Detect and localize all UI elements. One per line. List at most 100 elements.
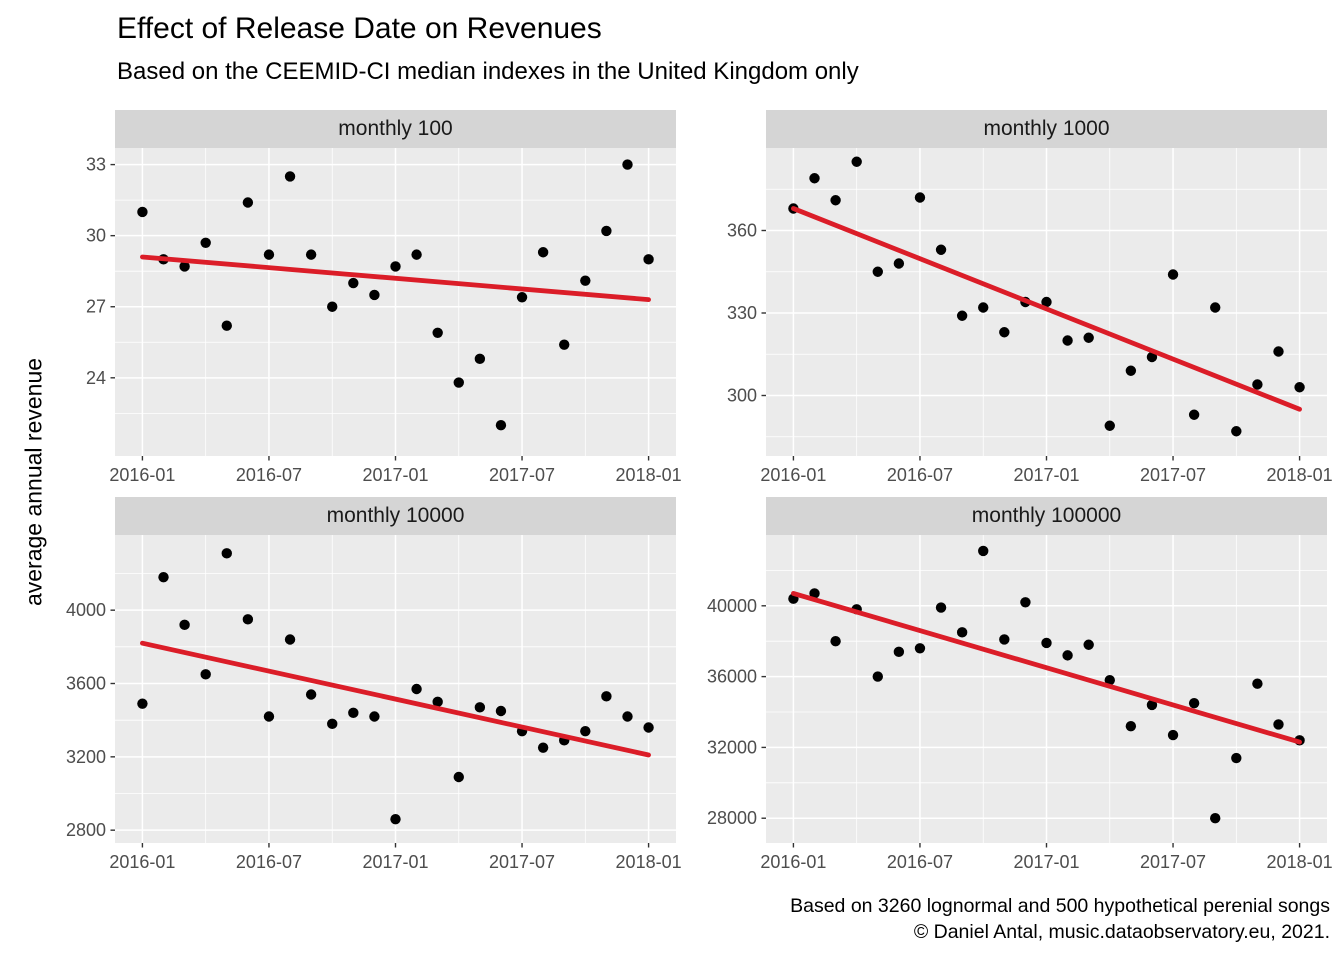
data-point — [935, 602, 947, 613]
facet-strip: monthly 1000 — [766, 110, 1327, 148]
data-point — [263, 711, 275, 722]
data-point — [495, 420, 507, 431]
data-point — [830, 195, 841, 206]
y-tick-label: 28000 — [707, 808, 757, 828]
data-point — [809, 588, 820, 599]
data-point — [305, 249, 317, 260]
x-axis: 2016-01 2016-07 2017-01 2017-07 2018-01 — [109, 456, 682, 485]
y-axis: 2800 3200 3600 4000 — [66, 600, 115, 840]
y-axis: 24 27 30 33 — [86, 155, 115, 388]
data-point — [1041, 637, 1052, 649]
data-point — [348, 277, 359, 289]
data-point — [221, 320, 232, 331]
x-tick-label: 2017-01 — [362, 465, 428, 485]
x-tick-label: 2018-01 — [1267, 465, 1333, 485]
page-title: Effect of Release Date on Revenues — [117, 12, 602, 45]
caption-line-2: © Daniel Antal, music.dataobservatory.eu… — [913, 921, 1330, 943]
data-point — [1146, 699, 1158, 711]
y-tick-label: 40000 — [707, 596, 757, 616]
data-point — [1062, 650, 1073, 661]
x-tick-label: 2017-07 — [489, 852, 555, 872]
data-point — [453, 771, 464, 783]
data-point — [830, 636, 841, 647]
major-gridlines — [115, 535, 676, 843]
data-point — [221, 548, 232, 559]
data-point — [559, 339, 570, 350]
data-point — [1231, 426, 1242, 437]
data-point — [453, 377, 464, 388]
minor-gridlines — [766, 535, 1327, 843]
y-tick-label: 3200 — [66, 747, 106, 767]
data-point — [179, 261, 190, 272]
data-point — [369, 289, 380, 301]
data-point — [1252, 678, 1263, 689]
x-tick-label: 2016-07 — [236, 465, 302, 485]
y-tick-label: 4000 — [66, 600, 106, 620]
data-point — [1041, 296, 1052, 308]
data-point — [1083, 332, 1094, 343]
x-tick-label: 2017-01 — [1013, 852, 1079, 872]
facet-strip-label: monthly 100 — [338, 117, 453, 140]
data-point — [1167, 269, 1179, 280]
caption-line-1: Based on 3260 lognormal and 500 hypothet… — [790, 895, 1330, 917]
data-point — [390, 813, 401, 825]
x-tick-label: 2016-07 — [887, 465, 953, 485]
data-point — [1210, 813, 1221, 824]
facet-strip: monthly 10000 — [115, 497, 676, 535]
x-tick-label: 2017-01 — [362, 852, 428, 872]
facet-monthly-100: 24 27 30 33 2016-01 2016-07 2017-01 2017-07 2018… — [50, 110, 698, 495]
facet-strip-label: monthly 100000 — [971, 504, 1122, 527]
data-point — [956, 310, 968, 321]
data-point — [893, 646, 905, 658]
y-tick-label: 33 — [86, 155, 106, 175]
data-point — [851, 156, 862, 167]
data-point — [474, 353, 486, 365]
x-tick-label: 2018-01 — [616, 465, 682, 485]
data-point — [999, 634, 1010, 645]
data-point — [872, 266, 883, 277]
data-point — [369, 711, 380, 722]
y-axis-title-text: average annual revenue — [20, 357, 47, 607]
data-point — [978, 302, 989, 313]
facet-monthly-10000: 2800 3200 3600 4000 2016-01 2016-07 2017-01 201… — [50, 497, 698, 882]
data-point — [242, 614, 254, 625]
trend-line — [140, 640, 651, 758]
facet-strip-label: monthly 1000 — [983, 117, 1110, 140]
data-point — [809, 173, 820, 184]
data-point — [411, 683, 422, 695]
y-tick-label: 36000 — [707, 667, 757, 687]
data-points — [788, 156, 1305, 437]
data-points — [137, 548, 654, 825]
y-axis: 28000 32000 36000 40000 — [707, 596, 766, 828]
y-tick-label: 27 — [86, 297, 106, 317]
x-tick-label: 2016-01 — [760, 852, 826, 872]
page-subtitle: Based on the CEEMID-CI median indexes in… — [117, 58, 859, 85]
data-point — [1104, 420, 1115, 431]
data-point — [432, 696, 443, 708]
data-point — [601, 691, 612, 702]
trend-line — [791, 591, 1302, 745]
data-point — [622, 159, 633, 170]
facet-strip: monthly 100 — [115, 110, 676, 148]
data-point — [284, 634, 296, 645]
x-tick-label: 2016-01 — [109, 465, 175, 485]
data-point — [1210, 302, 1221, 313]
y-tick-label: 24 — [86, 368, 106, 388]
x-axis: 2016-01 2016-07 2017-01 2017-07 2018-01 — [760, 843, 1333, 872]
x-tick-label: 2017-07 — [1140, 465, 1206, 485]
data-point — [643, 722, 654, 733]
major-gridlines — [115, 148, 676, 456]
data-point — [1020, 597, 1031, 608]
data-point — [1273, 346, 1284, 357]
data-point — [601, 225, 612, 237]
y-tick-label: 30 — [86, 226, 106, 246]
y-axis: 300 330 360 — [727, 221, 766, 406]
data-point — [914, 643, 926, 654]
data-point — [537, 247, 549, 258]
data-point — [935, 244, 947, 255]
x-axis: 2016-01 2016-07 2017-01 2017-07 2018-01 — [109, 843, 682, 872]
x-tick-label: 2017-01 — [1013, 465, 1079, 485]
data-point — [495, 705, 507, 717]
